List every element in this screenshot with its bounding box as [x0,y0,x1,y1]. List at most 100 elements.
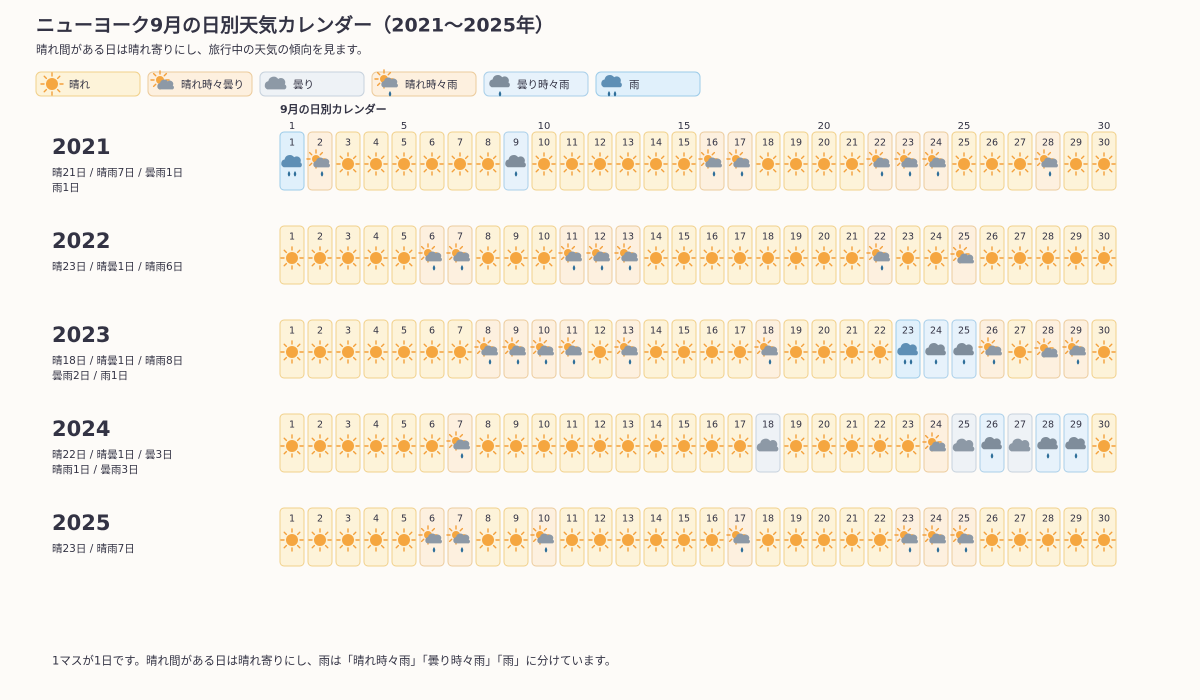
sun-ray [675,168,680,173]
sun-ray [479,155,484,160]
sun [370,346,382,358]
sun-ray [828,262,833,267]
sun-ray [576,450,581,455]
sun-ray [423,168,428,173]
sun-ray [408,262,413,267]
sun-ray [868,151,873,156]
sun-ray [548,262,553,267]
sun-ray [1024,531,1029,536]
legend-label: 雨 [629,79,640,91]
sun-ray [688,343,693,348]
sun-ray [899,262,904,267]
sun [874,534,886,546]
sun-ray [1108,168,1113,173]
sun-ray [996,544,1001,549]
cloud [537,533,554,544]
day-number: 8 [485,420,491,431]
sun [958,158,970,170]
sun [510,440,522,452]
sun [1098,346,1110,358]
sun-ray [423,343,428,348]
sun-ray [912,450,917,455]
sun-ray [739,527,744,532]
sun-ray [952,527,957,532]
sun-ray [1052,262,1057,267]
sun-ray [983,249,988,254]
sun [622,534,634,546]
sun [342,158,354,170]
sun-ray [560,350,565,355]
sun-ray [576,531,581,536]
sun [1098,534,1110,546]
sun-ray [884,450,889,455]
sun-ray [688,356,693,361]
day-number: 13 [622,326,634,337]
day-number: 24 [930,326,942,337]
sun-ray [688,450,693,455]
sun [902,252,914,264]
sun-ray [868,256,873,261]
sun-ray [324,531,329,536]
sun [678,252,690,264]
sun-ray [800,531,805,536]
sun-ray [912,437,917,442]
sun [46,78,58,90]
day-number: 7 [457,138,463,149]
day-number: 29 [1070,514,1082,525]
sun-ray [647,450,652,455]
rain-drop [1074,453,1078,459]
rain-drop [293,171,297,177]
sun-ray [1095,544,1100,549]
sun-ray [983,155,988,160]
sun-ray [367,437,372,442]
sun-ray [1095,262,1100,267]
sun-ray [520,450,525,455]
sun-ray [759,262,764,267]
day-number: 8 [485,326,491,337]
sun-ray [43,75,48,80]
day-number: 28 [1042,420,1054,431]
sun-ray [703,531,708,536]
sun-ray [507,450,512,455]
rain-drop [768,359,772,365]
sun-ray [935,527,940,532]
sun-ray [296,343,301,348]
rain-drop [388,91,392,97]
sun-ray [395,437,400,442]
sun-ray [871,356,876,361]
day-number: 26 [986,514,998,525]
day-number: 7 [457,420,463,431]
cloud [929,533,946,544]
sun-ray [815,544,820,549]
sun [846,440,858,452]
sun-ray [367,168,372,173]
sun-ray [576,155,581,160]
sun-ray [787,262,792,267]
cloud [601,75,622,88]
cloud [953,343,974,356]
sun-ray [800,155,805,160]
sun-ray [408,155,413,160]
sun-ray [311,249,316,254]
sun-ray [339,343,344,348]
sun-ray [1067,262,1072,267]
sun-ray [308,151,313,156]
sun-ray [660,155,665,160]
day-number: 15 [678,420,690,431]
sun-ray [479,531,484,536]
sun-ray [744,356,749,361]
sun-ray [535,450,540,455]
sun-ray [311,343,316,348]
sun-ray [520,531,525,536]
sun-ray [604,155,609,160]
sun-ray [716,343,721,348]
sun-ray [504,339,509,344]
sun-ray [395,531,400,536]
sun-ray [296,356,301,361]
day-number: 4 [373,420,379,431]
sun-ray [828,450,833,455]
day-number: 23 [902,420,914,431]
day-number: 8 [485,514,491,525]
day-number: 16 [706,514,718,525]
sun-ray [448,538,453,543]
